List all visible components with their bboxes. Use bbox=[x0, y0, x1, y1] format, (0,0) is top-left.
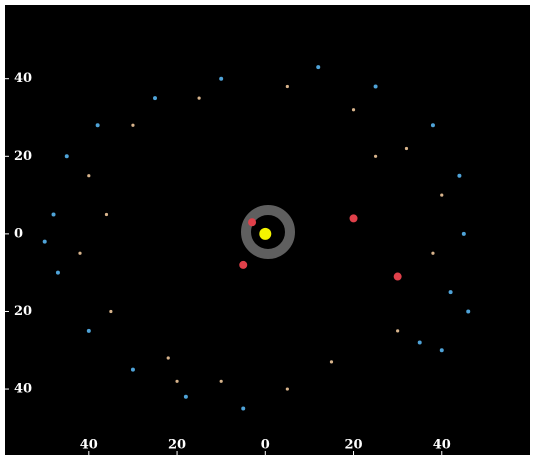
point bbox=[219, 379, 223, 383]
point bbox=[55, 270, 60, 275]
point bbox=[51, 212, 56, 217]
y-tick-label: 40 bbox=[14, 71, 32, 86]
x-tick-label: 40 bbox=[433, 438, 451, 453]
point bbox=[285, 387, 289, 391]
point bbox=[404, 146, 409, 151]
point bbox=[87, 174, 91, 178]
point bbox=[393, 272, 402, 281]
point bbox=[466, 309, 471, 314]
point bbox=[153, 96, 157, 101]
point bbox=[95, 123, 100, 128]
y-tick-label: 20 bbox=[14, 149, 32, 164]
point bbox=[259, 227, 272, 240]
point bbox=[329, 360, 334, 364]
point bbox=[396, 329, 400, 333]
point bbox=[439, 348, 444, 353]
point bbox=[219, 76, 224, 81]
point bbox=[42, 239, 47, 244]
point bbox=[373, 84, 378, 89]
point bbox=[430, 123, 435, 128]
point bbox=[239, 260, 248, 269]
point bbox=[86, 328, 91, 333]
y-tick-label: 40 bbox=[14, 382, 32, 397]
point bbox=[64, 154, 69, 159]
point bbox=[440, 193, 444, 197]
y-tick-label: 20 bbox=[14, 304, 32, 319]
point bbox=[175, 379, 179, 383]
point bbox=[461, 231, 466, 236]
x-tick-label: 20 bbox=[168, 438, 186, 453]
point bbox=[431, 251, 435, 255]
point bbox=[373, 154, 378, 158]
point bbox=[109, 309, 113, 314]
point bbox=[417, 340, 422, 345]
point bbox=[285, 84, 289, 89]
point bbox=[241, 406, 246, 411]
point bbox=[457, 173, 462, 178]
point bbox=[248, 218, 257, 227]
point bbox=[448, 290, 453, 295]
sun-halo bbox=[241, 205, 295, 259]
x-tick-label: 40 bbox=[80, 438, 98, 453]
point bbox=[104, 212, 109, 217]
x-tick-label: 0 bbox=[261, 438, 270, 453]
point bbox=[131, 123, 135, 127]
point bbox=[197, 96, 201, 100]
x-tick-label: 20 bbox=[344, 438, 362, 453]
point bbox=[78, 251, 82, 255]
point bbox=[130, 367, 135, 372]
point bbox=[349, 214, 358, 223]
point bbox=[316, 65, 321, 70]
point bbox=[351, 108, 356, 112]
y-tick-label: 0 bbox=[14, 226, 23, 241]
point bbox=[183, 394, 188, 399]
point bbox=[166, 356, 170, 360]
